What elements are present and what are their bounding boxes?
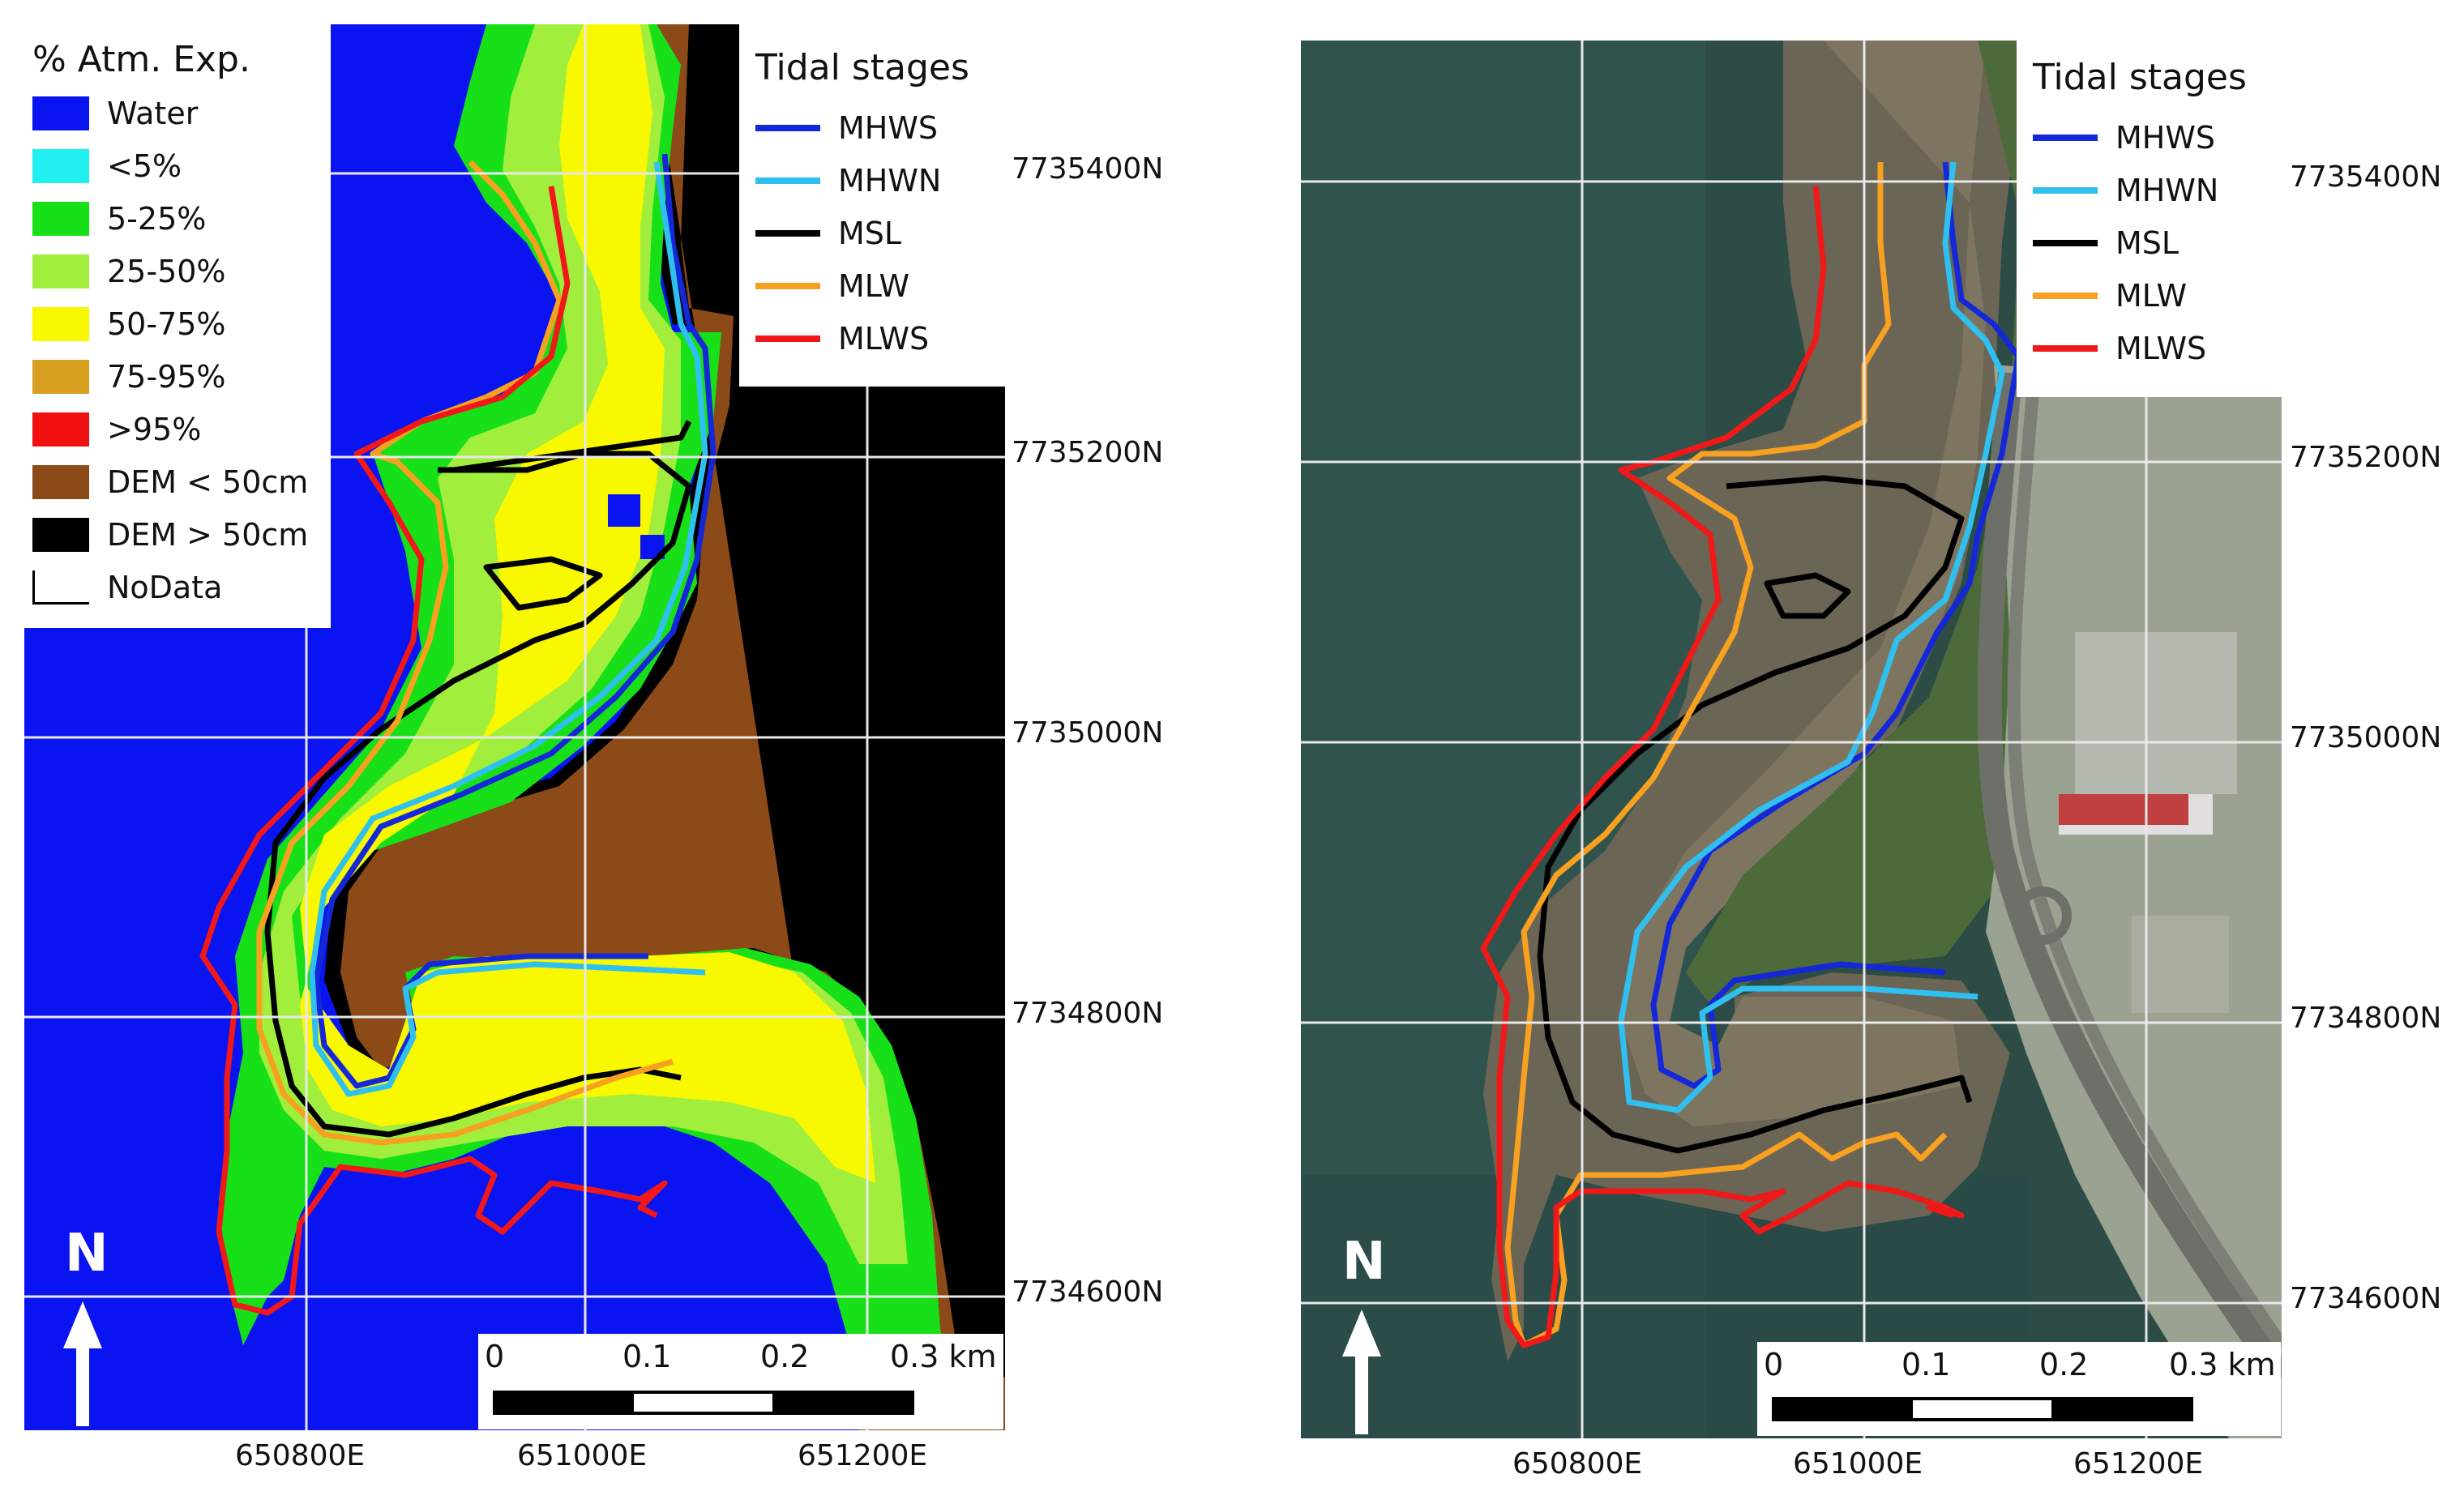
easting-label: 650800E (235, 1439, 366, 1472)
legend-swatch (32, 96, 89, 130)
tidal-legend-item: MHWN (755, 154, 1007, 207)
legend-swatch (32, 254, 89, 288)
tidal-legend-item: MHWS (755, 101, 1007, 154)
scale-bar-right: 0 0.1 0.2 0.3 km (1757, 1342, 2281, 1436)
tidal-legend-item: MLW (2033, 269, 2284, 322)
tidal-legend-right: Tidal stages MHWS MHWN MSL MLW MLWS (2017, 41, 2284, 397)
north-arrow-right-icon (1342, 1310, 1381, 1434)
legend-label: MHWN (838, 162, 942, 199)
legend-swatch (32, 148, 89, 183)
tidal-line-swatch (2033, 134, 2098, 141)
easting-label: 651200E (798, 1439, 928, 1472)
tidal-line-swatch (755, 229, 820, 237)
scale-bar-left: 0 0.1 0.2 0.3 km (478, 1334, 1003, 1429)
scale-label: 0.2 (2039, 1347, 2089, 1382)
legend-swatch (32, 306, 89, 341)
northing-label: 7735000N (2290, 721, 2442, 754)
tidal-line-swatch (755, 124, 820, 131)
northing-label: 7735200N (1012, 436, 1164, 469)
northing-label: 7735000N (1012, 716, 1164, 750)
legend-label: Water (107, 95, 199, 131)
tidal-line-swatch (2033, 344, 2098, 352)
scale-label: 0 (485, 1339, 505, 1374)
exposure-legend-item: NoData (32, 561, 331, 613)
exposure-legend-title: % Atm. Exp. (32, 39, 250, 80)
tidal-legend-item: MHWS (2033, 111, 2284, 164)
right-map (1301, 41, 2282, 1438)
scale-label: 0.1 (622, 1339, 672, 1374)
legend-label: >95% (107, 411, 202, 447)
tidal-legend-item: MSL (755, 207, 1007, 259)
legend-label: MHWS (2115, 119, 2216, 156)
exposure-legend-item: 75-95% (32, 350, 331, 403)
scale-label: 0.3 km (2169, 1347, 2276, 1382)
easting-label: 651200E (2073, 1447, 2204, 1480)
tidal-line-swatch (2033, 186, 2098, 194)
exposure-legend-item: >95% (32, 403, 331, 455)
tidal-line-swatch (755, 282, 820, 289)
northing-label: 7735200N (2290, 441, 2442, 474)
legend-swatch (32, 201, 89, 236)
legend-label: 50-75% (107, 306, 226, 342)
tidal-legend-item: MLWS (755, 312, 1007, 365)
northing-label: 7735400N (1012, 152, 1164, 186)
legend-label: DEM < 50cm (107, 464, 309, 500)
tidal-line-swatch (2033, 239, 2098, 246)
legend-label: MLWS (2115, 330, 2207, 366)
exposure-legend-item: Water (32, 87, 331, 139)
north-label-right: N (1342, 1232, 1386, 1292)
easting-label: 651000E (1793, 1447, 1923, 1480)
legend-label: 5-25% (107, 200, 207, 237)
tidal-legend-item: MLW (755, 259, 1007, 312)
tidal-legend-left: Tidal stages MHWS MHWN MSL MLW MLWS (739, 24, 1007, 387)
exposure-legend: % Atm. Exp. Water <5% 5-25% 25-50% 50-75% 75-… (24, 24, 331, 628)
tidal-legend-item: MSL (2033, 216, 2284, 269)
legend-label: <5% (107, 147, 182, 184)
easting-label: 651000E (517, 1439, 648, 1472)
north-arrow-left-icon (63, 1301, 102, 1426)
legend-label: MSL (2115, 224, 2180, 261)
legend-label: MSL (838, 215, 902, 251)
northing-label: 7734800N (2290, 1002, 2442, 1035)
scale-label: 0.1 (1901, 1347, 1951, 1382)
legend-label: MLWS (838, 320, 930, 357)
tidal-line-swatch (755, 177, 820, 184)
legend-label: DEM > 50cm (107, 516, 309, 553)
scale-label: 0 (1764, 1347, 1784, 1382)
northing-label: 7734600N (2290, 1282, 2442, 1315)
legend-label: MLW (838, 267, 910, 304)
legend-swatch (32, 517, 89, 552)
tidal-line-swatch (2033, 292, 2098, 299)
tidal-legend-title: Tidal stages (755, 47, 969, 88)
easting-label: 650800E (1512, 1447, 1643, 1480)
scale-label: 0.3 km (890, 1339, 997, 1374)
legend-swatch (32, 570, 89, 605)
tidal-legend-item: MLWS (2033, 322, 2284, 374)
legend-label: MHWN (2115, 172, 2219, 208)
legend-swatch (32, 412, 89, 446)
legend-swatch (32, 464, 89, 499)
legend-label: 75-95% (107, 358, 226, 395)
exposure-legend-item: 50-75% (32, 297, 331, 350)
tidal-line-swatch (755, 335, 820, 342)
legend-swatch (32, 359, 89, 394)
exposure-legend-item: 5-25% (32, 192, 331, 245)
northing-label: 7734800N (1012, 997, 1164, 1030)
northing-label: 7734600N (1012, 1275, 1164, 1309)
scale-label: 0.2 (760, 1339, 810, 1374)
legend-label: NoData (107, 569, 223, 605)
legend-label: 25-50% (107, 253, 226, 289)
northing-label: 7735400N (2290, 160, 2442, 194)
exposure-legend-item: DEM < 50cm (32, 455, 331, 508)
north-label-left: N (65, 1224, 109, 1284)
legend-label: MLW (2115, 277, 2188, 314)
exposure-legend-item: 25-50% (32, 245, 331, 297)
exposure-legend-item: <5% (32, 139, 331, 192)
tidal-legend-title: Tidal stages (2033, 57, 2247, 98)
tidal-legend-item: MHWN (2033, 164, 2284, 216)
legend-label: MHWS (838, 109, 939, 146)
exposure-legend-item: DEM > 50cm (32, 508, 331, 561)
